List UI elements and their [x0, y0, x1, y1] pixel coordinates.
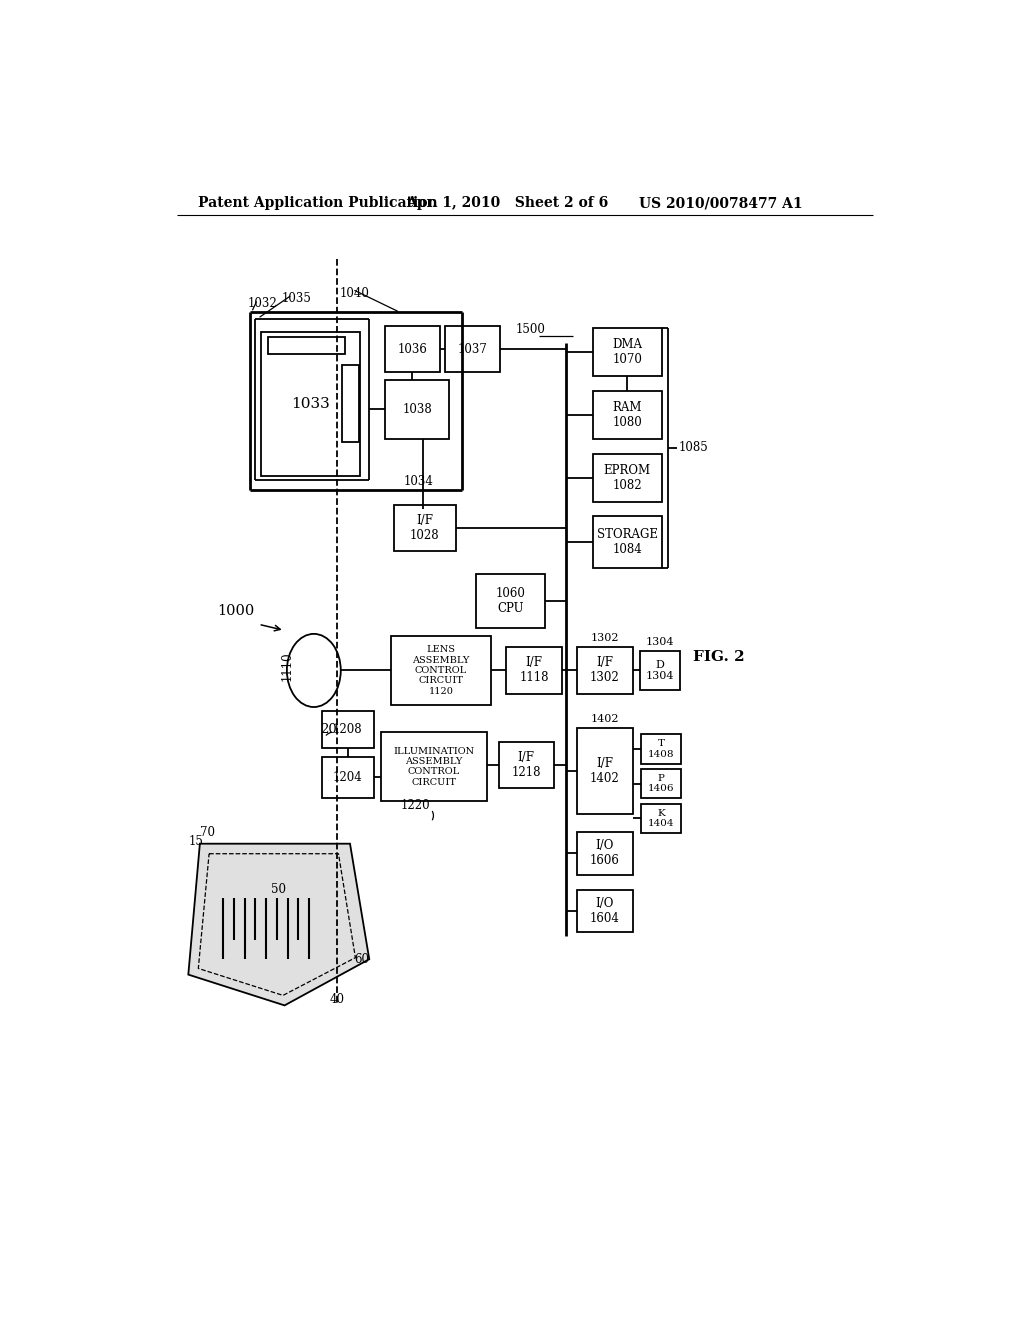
Text: DMA
1070: DMA 1070 — [612, 338, 642, 366]
Text: 1036: 1036 — [397, 343, 427, 356]
Bar — [641, 770, 681, 799]
Text: 1500: 1500 — [515, 323, 546, 335]
Text: FIG. 2: FIG. 2 — [692, 651, 744, 664]
Bar — [506, 647, 562, 693]
Bar — [385, 326, 440, 372]
Text: I/F
1028: I/F 1028 — [410, 513, 439, 543]
Text: 70: 70 — [200, 825, 215, 838]
Bar — [641, 804, 681, 833]
Bar — [381, 733, 487, 801]
Text: Apr. 1, 2010   Sheet 2 of 6: Apr. 1, 2010 Sheet 2 of 6 — [407, 197, 608, 210]
Text: 1033: 1033 — [292, 397, 330, 411]
Text: 1035: 1035 — [282, 292, 311, 305]
Text: 50: 50 — [271, 883, 287, 896]
Text: 1037: 1037 — [458, 343, 487, 356]
Text: 1110: 1110 — [281, 652, 294, 681]
Bar — [578, 832, 633, 875]
Text: I/O
1606: I/O 1606 — [590, 840, 620, 867]
Bar — [593, 516, 662, 568]
Bar — [342, 364, 359, 442]
Text: I/F
1218: I/F 1218 — [512, 751, 541, 779]
Text: 1040: 1040 — [340, 286, 370, 300]
Bar — [322, 758, 374, 797]
Bar — [475, 574, 545, 628]
Text: RAM
1080: RAM 1080 — [612, 401, 642, 429]
Text: 40: 40 — [330, 993, 344, 1006]
Text: 1220: 1220 — [400, 799, 430, 812]
Bar — [391, 636, 490, 705]
Bar — [593, 391, 662, 438]
Text: I/F
1402: I/F 1402 — [590, 758, 620, 785]
Text: D
1304: D 1304 — [646, 660, 675, 681]
Bar — [499, 742, 554, 788]
Text: 1302: 1302 — [591, 634, 620, 643]
Text: LENS
ASSEMBLY
CONTROL
CIRCUIT
1120: LENS ASSEMBLY CONTROL CIRCUIT 1120 — [413, 645, 470, 696]
Text: 1085: 1085 — [679, 441, 709, 454]
Bar — [322, 711, 374, 748]
Bar — [578, 729, 633, 814]
Text: I/F
1118: I/F 1118 — [519, 656, 549, 685]
Text: EPROM
1082: EPROM 1082 — [603, 463, 651, 492]
Text: I/O
1604: I/O 1604 — [590, 898, 620, 925]
Text: Patent Application Publication: Patent Application Publication — [199, 197, 438, 210]
Bar — [640, 651, 680, 689]
Text: US 2010/0078477 A1: US 2010/0078477 A1 — [639, 197, 803, 210]
Text: STORAGE
1084: STORAGE 1084 — [597, 528, 657, 556]
Bar — [385, 380, 450, 440]
Bar — [578, 647, 633, 693]
Text: 15: 15 — [188, 834, 203, 847]
Bar — [261, 331, 360, 477]
Text: 1208: 1208 — [333, 723, 362, 737]
Text: I/F
1302: I/F 1302 — [590, 656, 620, 685]
Text: 1034: 1034 — [403, 475, 433, 488]
Bar — [394, 506, 456, 552]
Bar — [267, 337, 345, 354]
Bar — [578, 890, 633, 932]
Bar — [593, 454, 662, 502]
Text: 1304: 1304 — [646, 638, 675, 647]
Text: 1032: 1032 — [248, 297, 278, 310]
Text: 1038: 1038 — [402, 404, 432, 416]
Text: 1060
CPU: 1060 CPU — [496, 587, 525, 615]
Text: 20: 20 — [319, 723, 337, 737]
Text: 1000: 1000 — [217, 605, 254, 618]
Bar — [444, 326, 500, 372]
Polygon shape — [188, 843, 370, 1006]
Bar — [641, 734, 681, 763]
Text: 1402: 1402 — [591, 714, 620, 723]
Bar — [593, 327, 662, 376]
Ellipse shape — [287, 634, 341, 708]
Text: P
1406: P 1406 — [648, 774, 675, 793]
Text: 60: 60 — [354, 953, 369, 966]
Text: T
1408: T 1408 — [648, 739, 675, 759]
Text: 1204: 1204 — [333, 771, 362, 784]
Text: ILLUMINATION
ASSEMBLY
CONTROL
CIRCUIT: ILLUMINATION ASSEMBLY CONTROL CIRCUIT — [393, 747, 474, 787]
Text: K
1404: K 1404 — [648, 809, 675, 828]
